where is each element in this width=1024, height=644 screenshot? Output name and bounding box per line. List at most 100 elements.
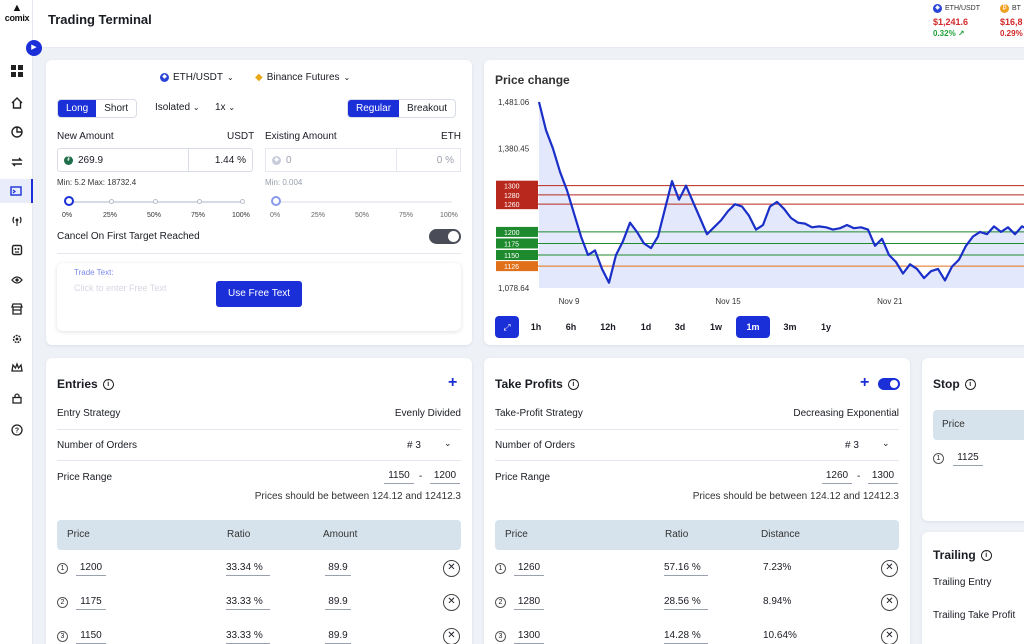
info-icon[interactable]: i xyxy=(964,378,976,390)
tp-price-input[interactable]: 1260 xyxy=(514,562,544,576)
tp-ratio-input[interactable]: 28.56 % xyxy=(664,596,708,610)
tp-ratio-input[interactable]: 14.28 % xyxy=(664,630,708,644)
timeframe-6h[interactable]: 6h xyxy=(565,322,577,332)
stop-title-text: Stop xyxy=(933,377,960,391)
margin-mode-select[interactable]: Isolated ⌄ xyxy=(155,102,200,113)
long-button[interactable]: Long xyxy=(58,100,97,117)
existing-amount-slider xyxy=(276,201,452,203)
level-label: 1300 xyxy=(504,184,520,191)
entry-ratio-input[interactable]: 33.34 % xyxy=(226,562,270,576)
remove-row-icon[interactable]: ✕ xyxy=(443,628,460,644)
new-amount-percent-field[interactable]: 1.44 % xyxy=(189,148,253,172)
level-label: 1260 xyxy=(504,202,520,209)
sidebar-item-settings[interactable] xyxy=(0,327,33,351)
tether-coin-icon: ₮ xyxy=(64,155,73,165)
entry-amount-input[interactable]: 89.9 xyxy=(325,596,351,610)
remove-row-icon[interactable]: ✕ xyxy=(443,594,460,611)
tp-orders-value[interactable]: # 3 xyxy=(845,440,859,451)
take-profits-toggle[interactable] xyxy=(878,378,900,390)
stop-card: Stop i Price 1 1125 xyxy=(922,358,1024,521)
remove-row-icon[interactable]: ✕ xyxy=(881,594,898,611)
timeframe-1w[interactable]: 1w xyxy=(709,322,722,332)
sidebar-item-security[interactable] xyxy=(0,386,33,410)
y-tick-label: 1,078.64 xyxy=(498,284,530,293)
short-button[interactable]: Short xyxy=(104,103,129,114)
trade-text-input[interactable]: Click to enter Free Text xyxy=(74,283,167,293)
level-label: 1150 xyxy=(504,253,519,260)
entry-strategy-value[interactable]: Evenly Divided xyxy=(394,408,461,419)
ticker-btc[interactable]: ₿ BT $16,8 0.29% xyxy=(1000,4,1023,38)
expand-icon[interactable]: ⤢ xyxy=(495,316,519,338)
sidebar-item-signals[interactable] xyxy=(0,209,33,233)
tp-range-to[interactable]: 1300 xyxy=(868,470,898,484)
tp-range-from[interactable]: 1260 xyxy=(822,470,852,484)
sidebar-item-dashboard[interactable] xyxy=(0,59,33,83)
sidebar-item-watch[interactable] xyxy=(0,268,33,292)
percent-sign: % xyxy=(691,630,701,641)
ticker-eth[interactable]: ◆ ETH/USDT $1,241.6 0.32% ↗ xyxy=(933,4,980,38)
add-entry-button[interactable]: + xyxy=(448,374,458,391)
chevron-down-icon[interactable]: ⌄ xyxy=(444,438,452,448)
sidebar-item-help[interactable]: ? xyxy=(0,418,33,442)
regular-button[interactable]: Regular xyxy=(348,100,400,117)
store-icon xyxy=(10,303,23,315)
use-free-text-button[interactable]: Use Free Text xyxy=(216,281,302,307)
info-icon[interactable]: i xyxy=(567,378,579,390)
entry-amount-input[interactable]: 89.9 xyxy=(325,562,351,576)
entry-orders-value[interactable]: # 3 xyxy=(407,440,421,451)
remove-row-icon[interactable]: ✕ xyxy=(881,628,898,644)
sidebar-item-swap[interactable] xyxy=(0,150,33,174)
divider xyxy=(495,429,899,430)
timeframe-1d[interactable]: 1d xyxy=(640,322,652,332)
entry-price-input[interactable]: 1200 xyxy=(76,562,106,576)
timeframe-1h[interactable]: 1h xyxy=(530,322,542,332)
tp-price-input[interactable]: 1300 xyxy=(514,630,544,644)
sidebar-item-bots[interactable] xyxy=(0,238,33,262)
entry-price-input[interactable]: 1175 xyxy=(76,596,106,610)
info-icon[interactable]: i xyxy=(102,378,114,390)
new-amount-label: New Amount xyxy=(57,131,114,142)
exchange-select[interactable]: ◆ Binance Futures ⌄ xyxy=(255,72,350,83)
collapse-sidebar-button[interactable]: ▶ xyxy=(26,40,42,56)
new-amount-slider-knob[interactable] xyxy=(64,196,74,206)
pair-select[interactable]: ◆ ETH/USDT ⌄ xyxy=(160,72,234,83)
sidebar-item-terminal[interactable] xyxy=(0,179,33,203)
eth-coin-icon: ◆ xyxy=(160,73,169,82)
timeframe-12h[interactable]: 12h xyxy=(600,322,616,332)
add-take-profit-button[interactable]: + xyxy=(860,374,870,391)
remove-row-icon[interactable]: ✕ xyxy=(443,560,460,577)
entry-price-input[interactable]: 1150 xyxy=(76,630,106,644)
chevron-down-icon[interactable]: ⌄ xyxy=(882,438,890,448)
remove-row-icon[interactable]: ✕ xyxy=(881,560,898,577)
sidebar-item-store[interactable] xyxy=(0,297,33,321)
sidebar-item-portfolio[interactable] xyxy=(0,120,33,144)
breakout-button[interactable]: Breakout xyxy=(407,103,448,114)
timeframe-1y[interactable]: 1y xyxy=(820,322,831,332)
entry-ratio-input[interactable]: 33.33 % xyxy=(226,596,270,610)
header: Trading Terminal ◆ ETH/USDT $1,241.6 0.32… xyxy=(33,0,1024,48)
tp-strategy-value[interactable]: Decreasing Exponential xyxy=(793,408,899,419)
level-badge xyxy=(496,199,538,210)
info-icon[interactable]: i xyxy=(980,549,992,561)
timeframe-3d[interactable]: 3d xyxy=(674,322,686,332)
percent-sign: % xyxy=(691,596,701,607)
sidebar-item-premium[interactable] xyxy=(0,356,33,380)
entry-amount-input[interactable]: 89.9 xyxy=(325,630,351,644)
cancel-first-target-toggle[interactable] xyxy=(429,229,461,244)
entry-ratio-input[interactable]: 33.33 % xyxy=(226,630,270,644)
timeframe-1m[interactable]: 1m xyxy=(736,316,770,338)
entry-range-to[interactable]: 1200 xyxy=(430,470,460,484)
trade-text-box[interactable]: Trade Text: Click to enter Free Text Use… xyxy=(57,263,461,331)
stop-price-input[interactable]: 1125 xyxy=(953,452,983,466)
timeframe-3m[interactable]: 3m xyxy=(783,322,797,332)
sidebar-item-home[interactable] xyxy=(0,91,33,115)
tp-ratio-input[interactable]: 57.16 % xyxy=(664,562,708,576)
leverage-select[interactable]: 1x ⌄ xyxy=(215,102,235,113)
y-tick-label: 1,380.45 xyxy=(498,145,530,154)
tp-price-input[interactable]: 1280 xyxy=(514,596,544,610)
price-chart-card: Price change 1,481.06 1,380.45 1,078.64 130… xyxy=(484,60,1024,345)
entry-range-from[interactable]: 1150 xyxy=(384,470,414,484)
new-amount-field[interactable]: ₮ 269.9 xyxy=(57,148,189,172)
slider-mark xyxy=(109,199,114,204)
logo[interactable]: ▲ comix xyxy=(1,3,33,29)
